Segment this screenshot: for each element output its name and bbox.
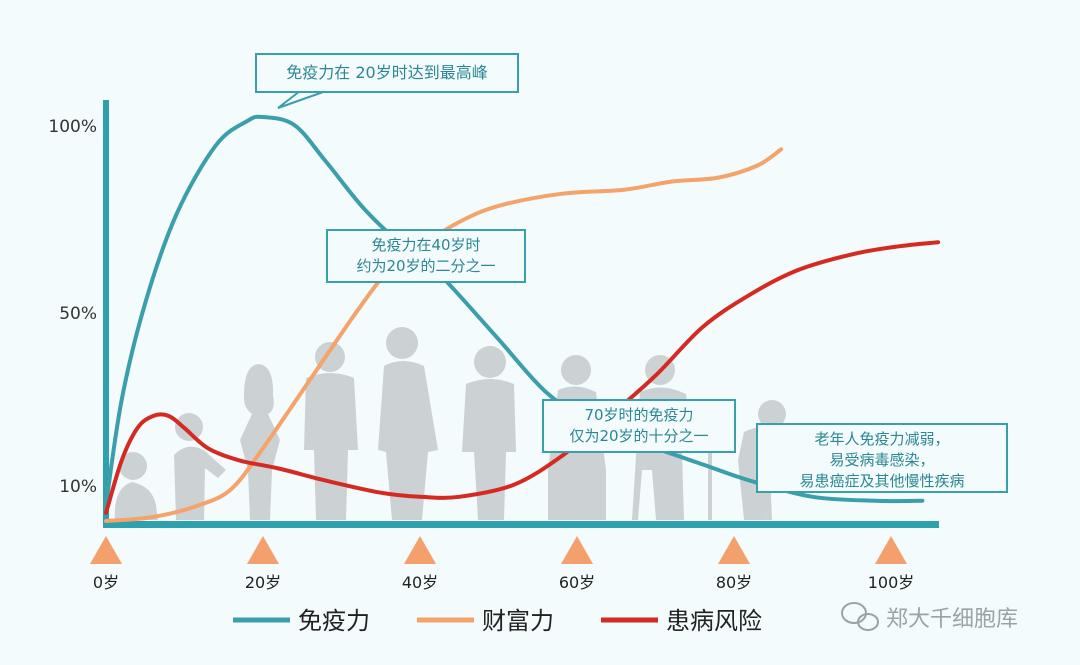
x-axis-line <box>103 521 939 528</box>
legend-label-immunity: 免疫力 <box>298 607 370 635</box>
x-axis-ticks: 0岁 20岁 40岁 60岁 80岁 100岁 <box>90 536 914 592</box>
watermark-text: 郑大千细胞库 <box>886 607 1018 632</box>
legend-label-disease-risk: 患病风险 <box>666 607 762 635</box>
axes <box>103 100 939 528</box>
x-tick-marker <box>90 536 122 564</box>
annotation-age70: 70岁时的免疫力 仅为20岁的十分之一 <box>542 399 736 453</box>
x-tick-marker <box>247 536 279 564</box>
x-tick-marker <box>404 536 436 564</box>
y-axis-line <box>103 100 109 528</box>
x-tick-label: 100岁 <box>868 573 915 592</box>
middle-aged-man-2-silhouette <box>462 346 516 520</box>
y-tick-label: 10% <box>59 477 97 497</box>
legend-label-wealth: 财富力 <box>482 607 554 635</box>
annotation-elderly: 老年人免疫力减弱， 易受病毒感染， 易患癌症及其他慢性疾病 <box>756 423 1008 493</box>
legend-item-disease-risk: 患病风险 <box>601 607 762 635</box>
callout-pointer <box>277 90 327 109</box>
baby-silhouette <box>114 452 158 520</box>
x-tick-label: 0岁 <box>93 573 119 592</box>
x-tick-label: 60岁 <box>559 573 595 592</box>
wechat-icon <box>841 602 879 631</box>
x-tick-label: 40岁 <box>402 573 438 592</box>
x-tick-marker <box>875 536 907 564</box>
y-tick-label: 50% <box>59 304 97 324</box>
young-woman-silhouette <box>240 364 280 520</box>
legend-item-immunity: 免疫力 <box>233 607 370 635</box>
y-axis-ticks: 100% 50% 10% <box>48 117 97 497</box>
legend: 免疫力 财富力 患病风险 <box>233 607 762 635</box>
x-tick-marker <box>561 536 593 564</box>
x-tick-marker <box>718 536 750 564</box>
disease-risk-curve <box>104 240 941 515</box>
annotation-age40: 免疫力在40岁时 约为20岁的二分之一 <box>326 229 526 283</box>
y-tick-label: 100% <box>48 117 97 137</box>
legend-item-wealth: 财富力 <box>417 607 554 635</box>
young-man-silhouette <box>304 342 358 520</box>
x-tick-label: 80岁 <box>716 573 752 592</box>
x-tick-label: 20岁 <box>245 573 281 592</box>
child-silhouette <box>174 413 226 520</box>
annotation-peak: 免疫力在 20岁时达到最高峰 <box>255 53 519 93</box>
watermark: 郑大千细胞库 <box>841 602 1018 632</box>
middle-aged-man-silhouette <box>378 327 438 520</box>
